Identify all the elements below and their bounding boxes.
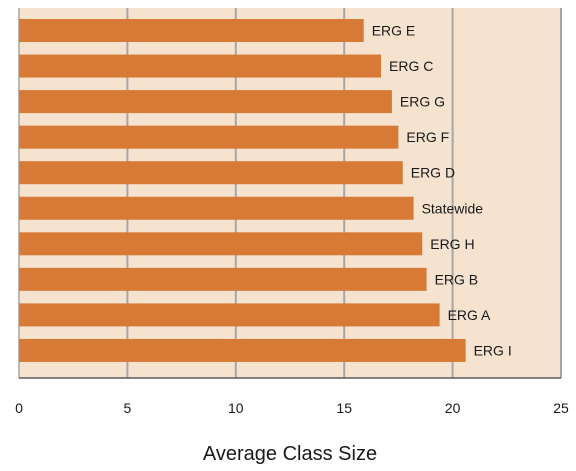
bar-label-erg-d: ERG D — [411, 165, 455, 181]
x-tick-label-5: 5 — [124, 400, 132, 416]
x-tick-label-15: 15 — [336, 400, 352, 416]
bar-label-erg-g: ERG G — [400, 94, 445, 110]
x-tick-label-0: 0 — [15, 400, 23, 416]
bar-labels: ERG E ERG C ERG G ERG F ERG D Statewide ERG H E… — [372, 23, 512, 359]
bar-erg-d — [19, 161, 403, 185]
bar-erg-f — [19, 125, 399, 149]
x-tick-label-20: 20 — [445, 400, 461, 416]
bar-erg-g — [19, 90, 392, 114]
x-tick-label-10: 10 — [228, 400, 244, 416]
bars — [19, 19, 466, 362]
x-tick-labels: 0 5 10 15 20 25 — [15, 400, 569, 416]
bar-erg-c — [19, 54, 382, 78]
bar-erg-b — [19, 267, 427, 291]
bar-erg-h — [19, 232, 423, 256]
bar-erg-e — [19, 19, 364, 42]
bar-label-erg-f: ERG F — [406, 129, 449, 145]
bar-erg-i — [19, 338, 466, 362]
bar-label-erg-c: ERG C — [389, 58, 433, 74]
bar-label-erg-e: ERG E — [372, 23, 416, 39]
bar-label-erg-i: ERG I — [474, 342, 512, 358]
x-tick-label-25: 25 — [553, 400, 569, 416]
bar-label-erg-b: ERG B — [435, 271, 479, 287]
bar-label-statewide: Statewide — [422, 200, 484, 216]
bar-statewide — [19, 196, 414, 220]
bar-label-erg-h: ERG H — [430, 236, 474, 252]
bar-erg-a — [19, 303, 440, 327]
bar-label-erg-a: ERG A — [448, 307, 491, 323]
x-axis-label: Average Class Size — [203, 443, 377, 465]
